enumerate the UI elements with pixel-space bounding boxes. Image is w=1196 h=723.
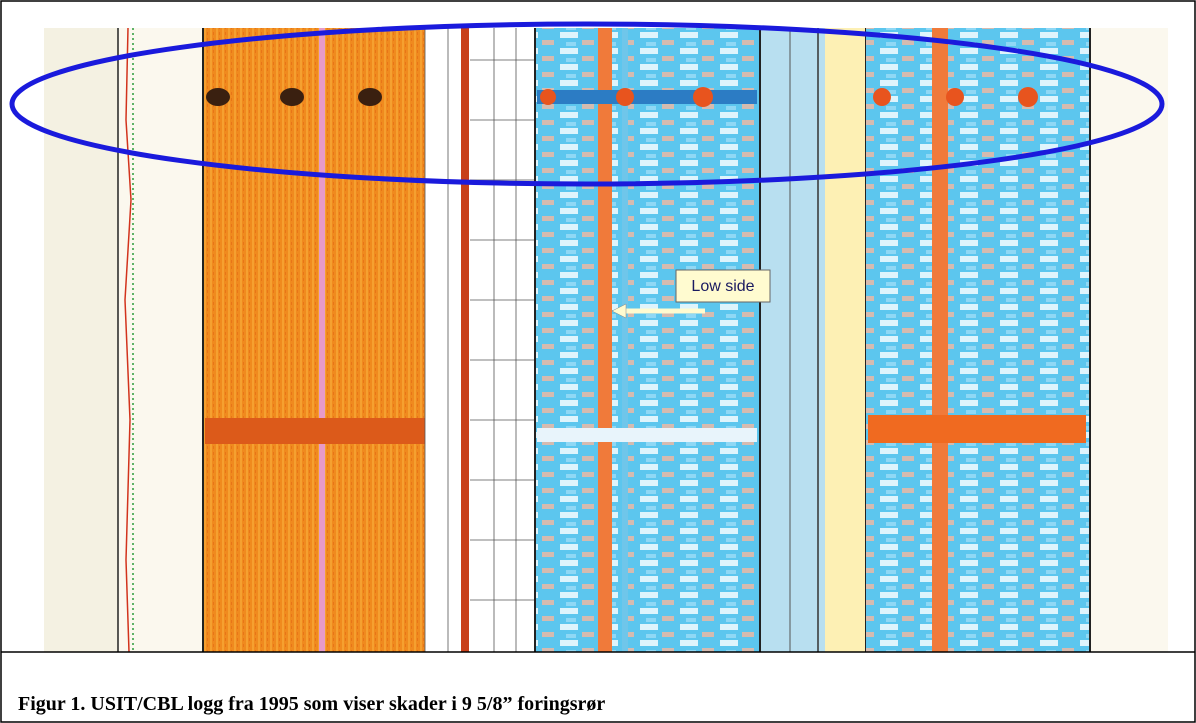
log-shape	[425, 28, 535, 652]
log-shape	[461, 28, 469, 652]
caption: Figur 1. USIT/CBL logg fra 1995 som vise…	[18, 693, 605, 715]
log-shape	[280, 88, 304, 106]
log-shape	[946, 88, 964, 106]
figure: Low side Figur 1. USIT/CBL logg fra 1995…	[0, 0, 1196, 723]
log-shape	[537, 428, 757, 442]
annotation-label: Low side	[691, 278, 754, 295]
log-shape	[760, 28, 825, 652]
log-shape	[358, 88, 382, 106]
log-shape	[616, 88, 634, 106]
log-shape	[44, 28, 118, 652]
log-shape	[535, 28, 760, 652]
log-image	[44, 28, 1168, 652]
page: Low side Figur 1. USIT/CBL logg fra 1995…	[0, 0, 1196, 723]
log-shape	[540, 89, 556, 105]
log-shape	[598, 28, 612, 652]
log-shape	[693, 87, 713, 107]
log-shape	[622, 28, 628, 652]
log-shape	[932, 28, 948, 652]
log-shape	[537, 90, 757, 104]
log-shape	[866, 28, 1090, 652]
log-shape	[825, 28, 866, 652]
log-shape	[206, 88, 230, 106]
log-shape	[1018, 87, 1038, 107]
log-shape	[319, 28, 325, 652]
log-shape	[205, 418, 425, 444]
log-shape	[873, 88, 891, 106]
log-shape	[868, 415, 1086, 443]
log-shape	[203, 28, 425, 652]
